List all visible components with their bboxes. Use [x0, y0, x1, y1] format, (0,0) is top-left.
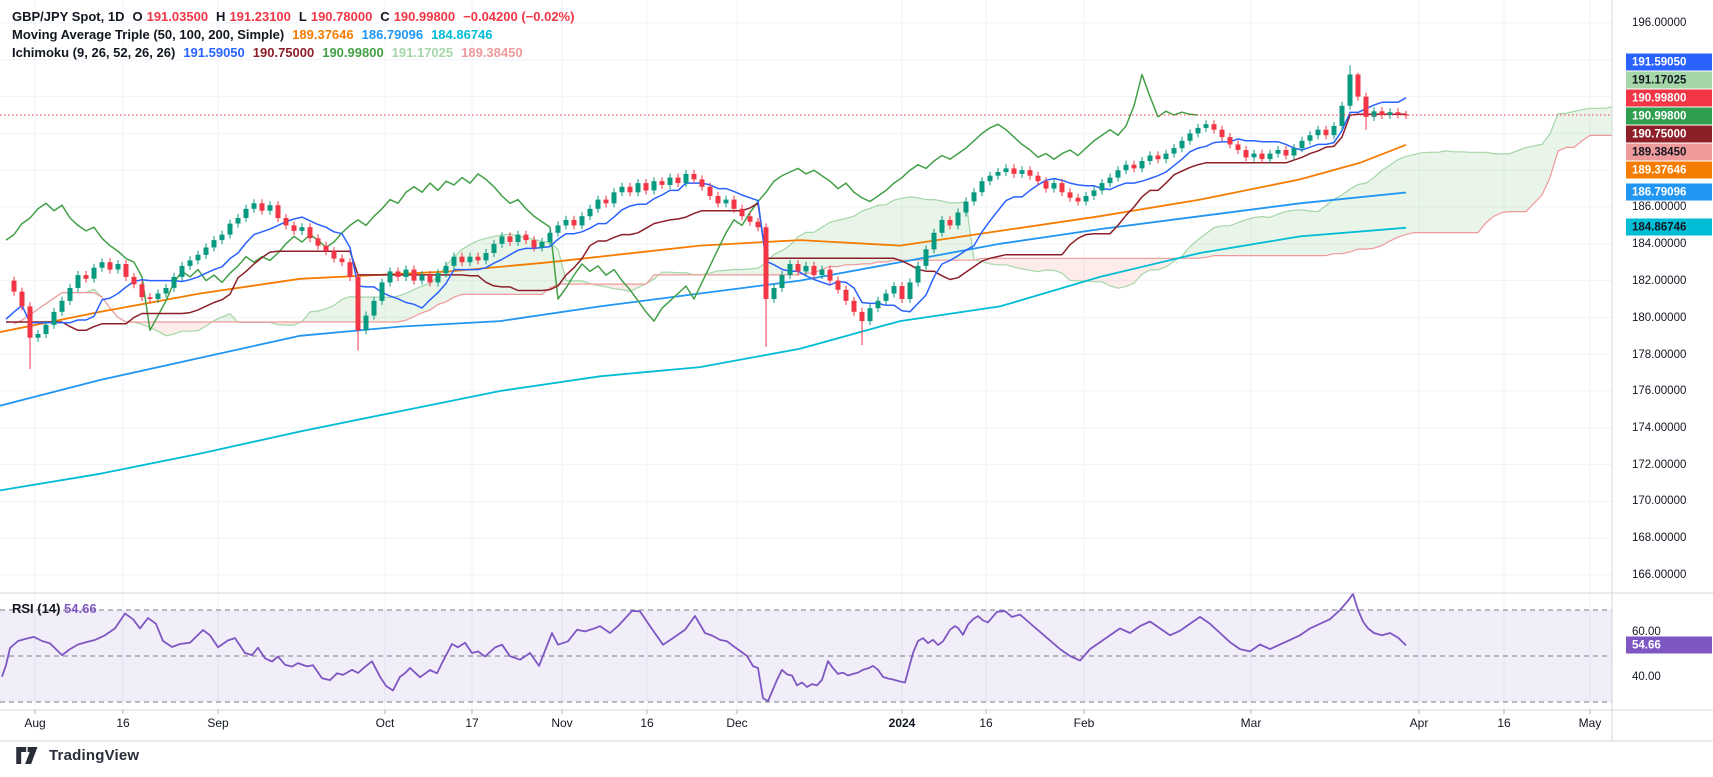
time-axis-label: Sep — [207, 716, 229, 730]
ichimoku-legend[interactable]: Ichimoku (9, 26, 52, 26, 26) 191.59050 190… — [12, 45, 531, 60]
time-axis-label: 16 — [640, 716, 654, 730]
rsi-value-badge: 54.66 — [1626, 636, 1712, 654]
ichimoku-chikou-badge: 190.99800 — [1626, 107, 1712, 125]
tradingview-logo-text: TradingView — [49, 747, 140, 764]
price-axis-label: 166.00000 — [1632, 569, 1687, 581]
legend-value: 190.99800 — [393, 9, 456, 24]
ma200-badge: 184.86746 — [1626, 218, 1712, 236]
price-axis-label: 184.00000 — [1632, 238, 1687, 250]
price-axis-label: 60.00 — [1632, 626, 1661, 638]
legend-value: 190.75000 — [252, 45, 315, 60]
tradingview-attribution[interactable]: TradingView — [16, 747, 139, 764]
ichimoku-tenkan-badge: 191.59050 — [1626, 53, 1712, 71]
price-axis-label: 170.00000 — [1632, 495, 1687, 507]
price-axis-label: 172.00000 — [1632, 459, 1687, 471]
time-axis-label: 2024 — [888, 716, 916, 730]
legend-value: H — [216, 9, 226, 24]
rsi-legend-params: (14) — [37, 601, 61, 616]
legend-value: 190.99800 — [322, 45, 384, 60]
legend-value: O — [132, 9, 143, 24]
rsi-legend-value: 54.66 — [64, 601, 97, 616]
price-axis-label: 40.00 — [1632, 671, 1661, 683]
price-axis-label: 182.00000 — [1632, 275, 1687, 287]
legend-value: 186.79096 — [361, 27, 424, 42]
time-axis-label: Oct — [375, 716, 395, 730]
legend-value: 191.59050 — [183, 45, 245, 60]
ichimoku-senkou-a-badge: 191.17025 — [1626, 71, 1712, 89]
current-price-badge: 190.99800 — [1626, 89, 1712, 107]
legend-value: C — [380, 9, 390, 24]
rsi-legend[interactable]: RSI (14) 54.66 — [12, 601, 97, 616]
legend-value: L — [298, 9, 307, 24]
price-axis-label: 186.00000 — [1632, 201, 1687, 213]
time-axis-label: Mar — [1240, 716, 1262, 730]
legend-value: −0.04200 (−0.02%) — [463, 9, 575, 24]
ichimoku-title: Ichimoku (9, 26, 52, 26, 26) — [12, 45, 176, 60]
symbol-title: GBP/JPY Spot, 1D — [12, 9, 125, 24]
time-axis-label: Dec — [726, 716, 748, 730]
legend-value: 190.78000 — [310, 9, 373, 24]
tradingview-logo-icon — [16, 747, 38, 764]
time-axis-label: 16 — [1497, 716, 1511, 730]
ichimoku-senkou-b-badge: 189.38450 — [1626, 143, 1712, 161]
time-axis-label: 17 — [465, 716, 479, 730]
price-axis-label: 176.00000 — [1632, 385, 1687, 397]
rsi-legend-title: RSI — [12, 601, 34, 616]
ichimoku-kijun-badge: 190.75000 — [1626, 125, 1712, 143]
time-axis-label: Aug — [24, 716, 46, 730]
legend-value: 191.17025 — [391, 45, 454, 60]
time-axis-label: Feb — [1073, 716, 1095, 730]
time-axis-label: 16 — [979, 716, 993, 730]
time-axis-label: Nov — [551, 716, 573, 730]
price-axis-label: 180.00000 — [1632, 312, 1687, 324]
time-axis-label: Apr — [1409, 716, 1429, 730]
time-axis-label: 16 — [116, 716, 130, 730]
symbol-legend[interactable]: GBP/JPY Spot, 1D O 191.03500 H 191.23100 L 190… — [12, 9, 582, 24]
price-axis-label: 168.00000 — [1632, 532, 1687, 544]
ma-title: Moving Average Triple (50, 100, 200, Sim… — [12, 27, 285, 42]
legend-value: 184.86746 — [431, 27, 493, 42]
time-axis-label: May — [1578, 716, 1602, 730]
legend-value: 191.03500 — [146, 9, 209, 24]
price-axis-label: 178.00000 — [1632, 349, 1687, 361]
legend-value: 189.37646 — [292, 27, 354, 42]
legend-value: 191.23100 — [229, 9, 291, 24]
ma-legend[interactable]: Moving Average Triple (50, 100, 200, Sim… — [12, 27, 501, 42]
ma50-badge: 189.37646 — [1626, 161, 1712, 179]
legend-value: 189.38450 — [461, 45, 523, 60]
price-axis-label: 174.00000 — [1632, 422, 1687, 434]
ma100-badge: 186.79096 — [1626, 183, 1712, 201]
price-axis-label: 196.00000 — [1632, 17, 1687, 29]
